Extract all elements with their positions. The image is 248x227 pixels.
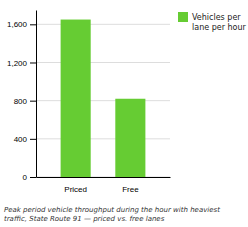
legend: Vehicles perlane per hour [178, 12, 247, 32]
x-tick-label: Priced [64, 185, 87, 194]
plot: 0 400 800 1,200 1,600 Priced Free [7, 11, 171, 194]
y-tick-mark [30, 177, 36, 178]
y-axis-line [36, 11, 37, 178]
y-tick-label: 1,600 [7, 20, 28, 29]
y-tick-label: 1,200 [7, 59, 28, 68]
chart: 0 400 800 1,200 1,600 Priced Free Vehicles perl… [0, 0, 248, 227]
y-tick: 0 [23, 173, 36, 182]
legend-label: Vehicles perlane per hour [192, 13, 247, 32]
y-tick-label: 800 [14, 97, 28, 106]
y-tick-label: 400 [14, 135, 28, 144]
y-tick: 800 [14, 97, 36, 106]
grid-line [36, 62, 170, 63]
x-tick: Free [122, 185, 139, 194]
y-tick-mark [30, 101, 36, 102]
y-axis: 0 400 800 1,200 1,600 [7, 11, 37, 183]
y-tick: 1,200 [7, 59, 36, 68]
x-axis: Priced Free [37, 178, 171, 194]
grid-line [36, 177, 170, 178]
grid-line [36, 100, 170, 101]
y-tick: 400 [14, 135, 36, 144]
caption: Peak period vehicle throughput during th… [4, 206, 220, 223]
y-tick-mark [30, 62, 36, 63]
y-tick-mark [30, 139, 36, 140]
y-tick-label: 0 [23, 173, 28, 182]
x-tick: Priced [64, 185, 87, 194]
bars [61, 20, 146, 177]
grid-line [36, 24, 170, 25]
x-tick-label: Free [122, 185, 139, 194]
legend-item: Vehicles perlane per hour [178, 12, 247, 32]
grid-line [36, 138, 170, 139]
y-tick-mark [30, 24, 36, 25]
x-axis-line [37, 177, 171, 178]
bar [61, 20, 91, 177]
legend-swatch [178, 12, 188, 22]
bar [115, 99, 145, 177]
y-tick: 1,600 [7, 20, 36, 29]
grid [36, 24, 170, 177]
